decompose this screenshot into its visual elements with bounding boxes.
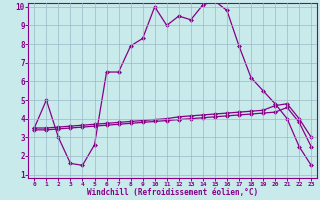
X-axis label: Windchill (Refroidissement éolien,°C): Windchill (Refroidissement éolien,°C): [87, 188, 258, 197]
